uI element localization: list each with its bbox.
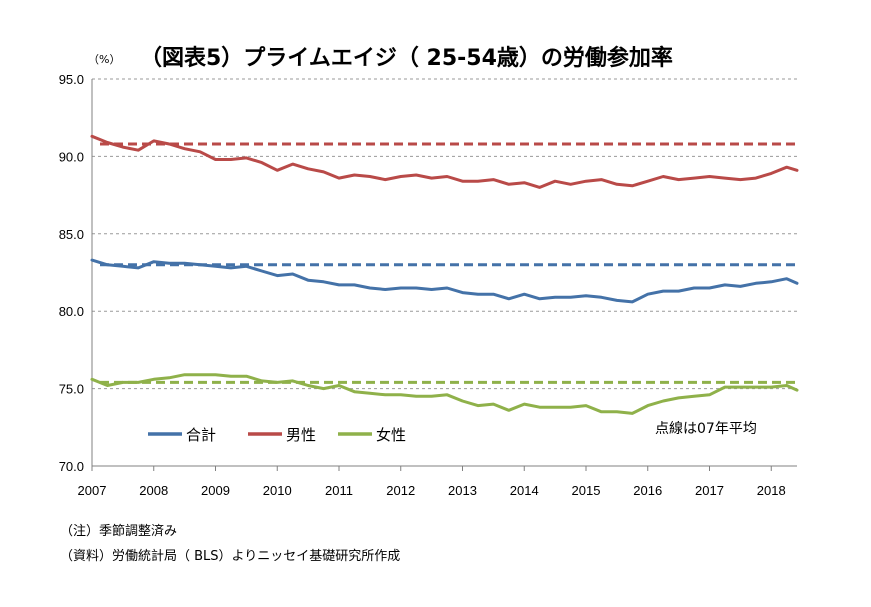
x-tick-label: 2008: [139, 483, 168, 498]
x-tick-labels: 2007 2008 2009 2010 2011 2012 2013 2014 2015 2016…: [78, 483, 786, 498]
x-tick-label: 2009: [201, 483, 230, 498]
x-tick-label: 2018: [757, 483, 786, 498]
y-tick-label: 70.0: [59, 459, 84, 474]
x-tick-label: 2014: [510, 483, 539, 498]
legend-label: 合計: [186, 426, 216, 444]
x-tick-label: 2017: [695, 483, 724, 498]
x-tick-label: 2010: [263, 483, 292, 498]
series-lines: [90, 134, 799, 415]
note-seasonal: （注）季節調整済み: [60, 524, 178, 539]
legend-label: 女性: [376, 426, 406, 444]
legend: 合計 男性 女性: [148, 426, 406, 444]
x-tick-label: 2007: [78, 483, 107, 498]
y-tick-label: 90.0: [59, 149, 84, 164]
series-line-女性: [90, 373, 799, 415]
chart-title: （図表5）プライムエイジ（ 25-54歳）の労働参加率: [140, 46, 673, 71]
series-line-男性: [90, 134, 799, 189]
x-tick-label: 2012: [386, 483, 415, 498]
y-tick-labels: 95.0 90.0 85.0 80.0 75.0 70.0: [59, 72, 84, 474]
line-chart: 95.0 90.0 85.0 80.0 75.0 70.0 2007 2008 2009 201…: [59, 72, 799, 498]
y-tick-label: 75.0: [59, 382, 84, 397]
y-tick-label: 80.0: [59, 304, 84, 319]
series-line-合計: [90, 258, 799, 304]
y-tick-label: 95.0: [59, 72, 84, 87]
x-tick-label: 2011: [325, 483, 353, 498]
y-axis-unit-label: （%）: [88, 53, 121, 66]
note-source: （資料）労働統計局（ BLS）よりニッセイ基礎研究所作成: [60, 549, 401, 564]
y-tick-label: 85.0: [59, 227, 84, 242]
x-tick-label: 2015: [572, 483, 601, 498]
x-tick-label: 2016: [633, 483, 662, 498]
average-lines: [100, 142, 797, 384]
legend-label: 男性: [286, 426, 316, 444]
average-note: 点線は07年平均: [655, 421, 757, 437]
axes: [91, 79, 797, 471]
x-tick-label: 2013: [448, 483, 477, 498]
grid: [92, 78, 797, 390]
